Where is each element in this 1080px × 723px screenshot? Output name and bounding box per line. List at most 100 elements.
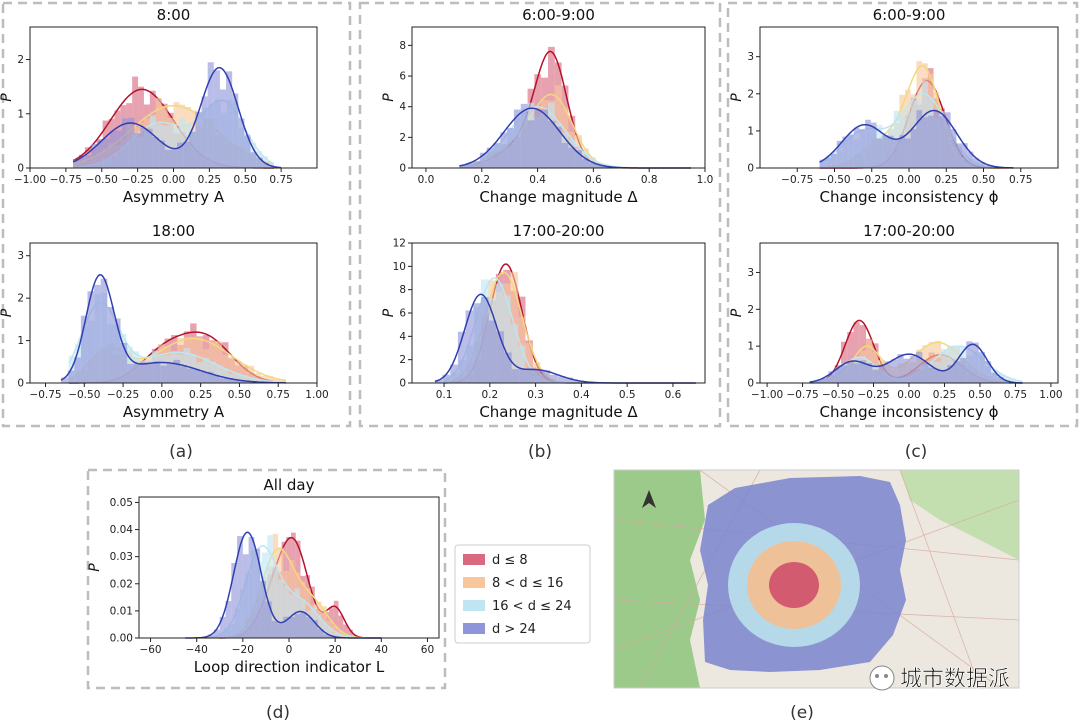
hist-bar: [876, 138, 883, 168]
frame-a: [1, 1, 352, 428]
plot-frame: [411, 26, 706, 169]
hist-bar: [510, 324, 519, 383]
hist-bar: [466, 163, 474, 168]
hist-bar: [128, 117, 135, 168]
hist-bar: [990, 166, 997, 168]
series-blue: [60, 274, 286, 384]
hist-bar: [238, 118, 245, 168]
hist-bar: [887, 135, 894, 168]
x-tick-label: 0: [286, 644, 293, 656]
hist-bar: [199, 371, 207, 383]
legend-label-4: d > 24: [492, 622, 536, 637]
hist-bar: [294, 614, 301, 638]
plot-frame: [29, 242, 318, 384]
x-axis-label: Change inconsistency ϕ: [819, 403, 998, 421]
hist-bar: [113, 318, 121, 383]
hist-bar: [248, 536, 255, 638]
x-tick-label: 0.50: [234, 174, 257, 186]
hist-bar: [840, 341, 848, 383]
hist-bar: [493, 142, 501, 168]
hist-bar: [177, 142, 184, 168]
x-tick-label: 0.25: [198, 174, 221, 186]
hist-bar: [979, 162, 985, 168]
y-tick-label: 0: [747, 163, 754, 175]
hist-bar: [582, 158, 589, 168]
hist-bar: [180, 366, 187, 383]
x-axis-label: Asymmetry A: [123, 188, 225, 206]
y-tick-label: 2: [747, 304, 754, 316]
hist-bar: [247, 365, 255, 383]
hist-bar: [848, 134, 854, 168]
hist-bar: [207, 62, 214, 168]
hist-bar: [317, 629, 324, 638]
kde-line: [72, 66, 282, 169]
hist-bar: [234, 373, 242, 383]
hist-bar: [480, 297, 489, 383]
y-tick-label: 0: [399, 163, 406, 175]
y-tick-label: 3: [747, 267, 754, 279]
legend-box: [454, 544, 591, 644]
frame-b: [358, 1, 722, 428]
hist-bar: [928, 367, 935, 383]
x-axis-label: Change magnitude Δ: [479, 403, 638, 421]
hist-bar: [520, 103, 528, 168]
hist-bar: [457, 331, 466, 383]
y-tick-label: 0.00: [110, 633, 133, 645]
y-tick-label: 0.04: [110, 524, 134, 536]
hist-bar: [1016, 381, 1023, 383]
chart-asymmetry-8am: 8:00 −1.00 −0.75 −0.50 −0.25 0.00 0.25 0.50 0.75…: [0, 6, 318, 206]
hist-bar: [260, 375, 267, 383]
x-tick-label: −60: [139, 644, 161, 656]
wechat-icon-eye-right: [884, 674, 888, 678]
hist-bar: [170, 149, 178, 168]
hist-bar: [496, 331, 504, 383]
x-tick-label: −0.25: [857, 389, 889, 401]
y-tick-label: 4: [399, 101, 406, 113]
hist-bar: [922, 117, 928, 168]
hist-bar: [830, 153, 837, 168]
hist-bar: [1010, 378, 1017, 383]
hist-bar: [1003, 376, 1011, 383]
x-tick-label: 0.25: [933, 389, 956, 401]
hist-bar: [519, 369, 527, 383]
x-tick-label: 40: [375, 644, 388, 656]
y-axis-label: P: [381, 308, 397, 317]
series-blue: [434, 293, 696, 384]
legend-label-2: 8 < d ≤ 16: [492, 576, 563, 591]
hist-bar: [237, 536, 243, 638]
x-tick-label: −1.00: [14, 174, 46, 186]
hist-bar: [459, 164, 467, 168]
hist-bar: [500, 132, 508, 168]
hist-bar: [966, 341, 973, 383]
y-tick-label: 2: [17, 293, 24, 305]
hist-bar: [518, 345, 526, 383]
hist-bar: [891, 359, 898, 383]
hist-bar: [213, 375, 220, 383]
hist-bar: [565, 377, 574, 383]
hist-bar: [67, 370, 75, 383]
hist-bar: [271, 620, 278, 638]
x-tick-label: −0.50: [818, 174, 850, 186]
x-tick-label: 0.6: [665, 389, 682, 401]
chart-title: 6:00-9:00: [522, 6, 595, 24]
hist-bar: [254, 373, 261, 383]
hist-bar: [825, 157, 831, 168]
hist-bar: [534, 109, 542, 168]
hist-bar: [173, 359, 181, 383]
x-tick-label: 0.25: [189, 389, 212, 401]
hist-bar: [878, 365, 885, 383]
y-tick-label: 3: [17, 250, 24, 262]
legend-swatch-orange: [463, 577, 485, 588]
north-arrow-icon: [642, 490, 656, 508]
hist-bar: [916, 351, 923, 383]
hist-bar: [260, 580, 266, 638]
chart-inconsistency-evening: 17:00-20:00 −1.00 −0.75 −0.50 −0.25 0.00 0.25 0…: [729, 222, 1063, 421]
hist-bar: [836, 140, 843, 168]
hist-bar: [507, 127, 514, 168]
y-tick-label: 6: [399, 71, 406, 83]
chart-inconsistency-morning: 6:00-9:00 −0.75 −0.50 −0.25 0.00 0.25 0.50 0.75…: [729, 6, 1059, 206]
hist-bar: [978, 351, 985, 383]
hist-bar: [213, 70, 220, 168]
x-axis-label: Change magnitude Δ: [479, 188, 638, 206]
hist-bar: [323, 634, 330, 638]
